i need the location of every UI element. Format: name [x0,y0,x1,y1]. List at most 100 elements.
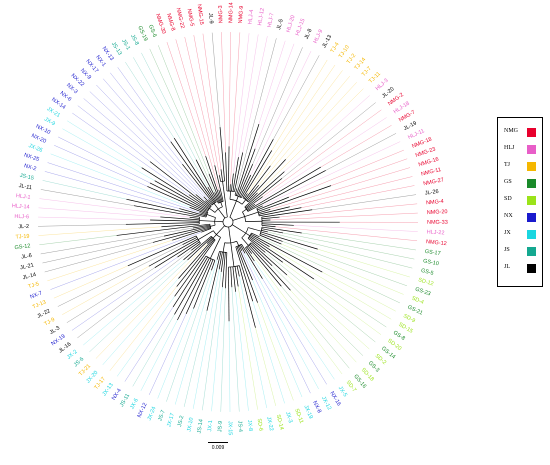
tip-label: SD-12 [417,277,434,287]
tip-guide-line [141,53,196,160]
tip-guide-line [45,242,153,272]
tip-guide-line [194,35,220,175]
tip-label: TJ-9 [43,317,56,328]
tip-guide-line [103,278,179,364]
tip-label: HLJ-6 [14,214,29,220]
legend-label: NX [504,213,513,219]
tip-guide-line [67,121,142,168]
tip-guide-line [125,307,173,382]
branch [242,238,249,246]
tip-guide-line [38,224,126,226]
tip-label: JS-1 [120,38,131,51]
tip-label: TJ-2 [346,53,357,65]
tip-guide-line [158,45,209,174]
branch [242,200,246,205]
branch [219,175,220,181]
tip-label: TJ-4 [330,42,341,55]
branch [245,166,270,199]
tip-guide-line [39,199,189,218]
tip-label: TJ-19 [15,234,29,241]
tip-guide-line [67,268,155,323]
tip-label: SD-11 [293,408,304,424]
legend-swatch [527,213,536,222]
tip-guide-line [77,250,191,338]
tip-guide-line [212,287,223,411]
tip-label: NMG-11 [421,167,442,178]
branch [228,146,229,191]
tip-label: JL-11 [18,183,32,191]
tip-guide-line [54,266,128,298]
tip-guide-line [314,279,386,327]
tip-label: JX-10 [186,417,195,432]
tip-label: JX-19 [302,404,313,420]
branch [222,252,225,287]
tip-guide-lines [38,32,418,412]
tip-guide-line [259,41,285,124]
branch [237,241,239,246]
tip-guide-line [283,233,414,259]
legend-swatch [527,196,536,205]
tip-label: JS-15 [19,173,34,182]
tip-label: HLJ-7 [267,12,276,28]
branch [262,210,313,217]
legend-item-sd: SD [498,194,544,210]
tip-guide-line [232,287,239,411]
tip-guide-line [62,266,149,314]
tip-guide-line [175,260,217,405]
branch [233,217,245,221]
tip-label: GS-10 [422,258,439,267]
tip-guide-line [38,217,150,220]
branch [246,233,250,236]
tip-label: GS-12 [14,243,31,251]
tip-label: JX-6 [129,398,140,411]
tip-guide-line [284,95,369,171]
tip-label: JS-9 [217,421,223,433]
branch [237,246,258,302]
legend-label: JS [504,247,510,253]
tip-guide-line [96,85,203,197]
tip-label: NMG-33 [427,220,448,226]
scale-bar-line [208,442,228,443]
branch [225,252,226,288]
legend-label: NMG [504,128,518,134]
tip-guide-line [42,236,164,263]
tip-label: NMG-8 [165,13,176,32]
tip-guide-line [78,106,150,162]
tip-label: GS-6 [147,24,157,38]
tip-guide-line [72,113,189,195]
tip-guide-line [286,82,357,159]
tip-guide-line [176,39,219,190]
legend-item-nmg: NMG [498,126,544,142]
tip-guide-line [270,213,417,220]
scale-bar-label: 0.009 [203,445,233,451]
legend-swatch [527,179,536,188]
tip-label: JS-7 [157,409,166,422]
tip-label: GS-23 [414,286,431,297]
tip-label: HLJ-12 [257,8,266,26]
tip-guide-line [38,227,161,236]
branch [231,267,232,287]
tip-guide-line [326,133,396,170]
branch [262,225,276,226]
branch [207,214,216,217]
tip-label: JL-19 [403,120,418,132]
tip-label: HLJ-4 [248,9,256,24]
tip-label: JX-15 [227,421,233,435]
tip-label: JL-21 [20,262,35,271]
tip-guide-line [294,225,418,231]
branch [213,235,216,239]
tip-guide-line [247,65,335,193]
branch [251,243,287,275]
branch [218,209,225,218]
tip-guide-line [289,150,404,197]
tip-label: NMG-3 [218,5,225,23]
legend-item-js: JS [498,245,544,261]
tip-label: JS-4 [236,420,243,432]
tip-guide-line [265,252,375,342]
tip-label: JX-8 [246,420,253,432]
tip-label: JL-9 [207,13,214,24]
branch [221,169,223,181]
legend-item-hlj: HLJ [498,143,544,159]
branch [231,243,234,267]
